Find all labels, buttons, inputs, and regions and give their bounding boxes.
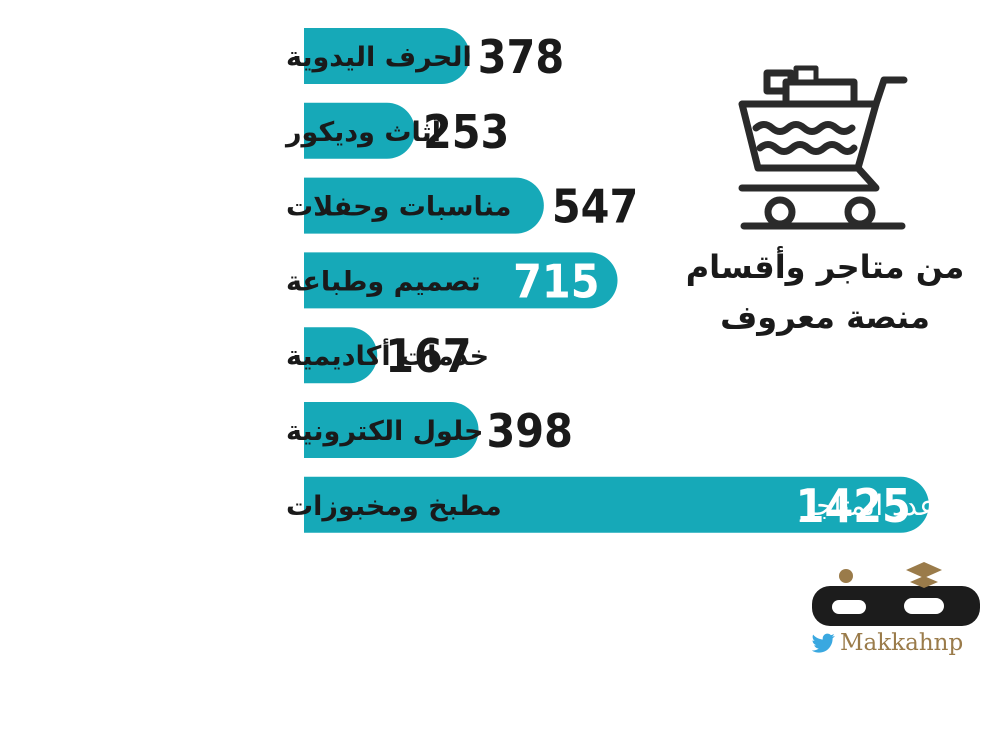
bar-caption: عدد المتاجر [799,489,936,522]
value-label: 715 [513,254,599,308]
category-label: مناسبات وحفلات [286,192,511,223]
bar [304,28,470,84]
social-handle[interactable]: Makkahnp [812,628,963,658]
side-title-line2: منصة معروف [720,298,930,336]
bar [304,102,415,159]
shopping-cart-icon [738,65,908,230]
bar [304,327,378,384]
value-label: 378 [478,30,564,84]
category-label: خدمات أكاديمية [286,338,489,372]
value-label: 398 [487,404,573,458]
category-label: مطبخ ومخبوزات [286,491,502,522]
social-handle-text: Makkahnp [840,630,964,656]
value-label: 167 [385,329,471,383]
value-label: 547 [552,180,638,234]
value-label: 253 [423,105,509,159]
bar [304,476,929,533]
side-title-line1: من متاجر وأقسام [685,248,965,286]
makkah-newspaper-logo [806,560,981,660]
bar [304,252,618,309]
bar [304,402,479,458]
category-label: أثاث وديكور [284,114,441,148]
value-label: 1425 [796,479,911,533]
category-label: تصميم وطباعة [286,266,481,297]
side-panel-title: من متاجر وأقسام منصة معروف [680,242,970,342]
category-label: حلول الكترونية [286,416,483,447]
bar [304,177,544,234]
twitter-bird-icon [812,633,835,653]
category-label: الحرف اليدوية [286,42,472,73]
